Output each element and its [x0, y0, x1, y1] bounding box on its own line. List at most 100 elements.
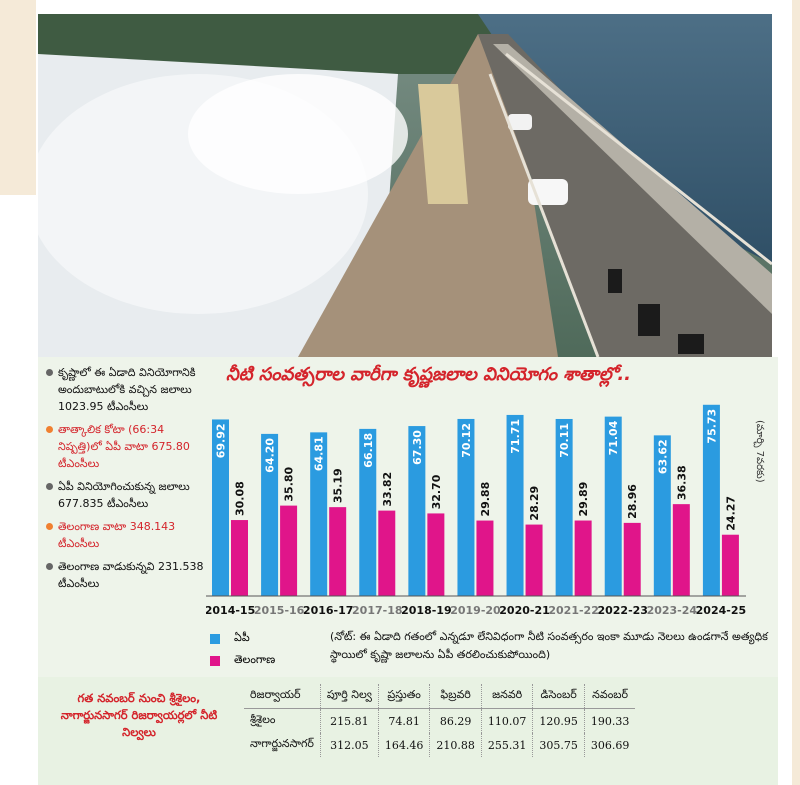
data-label: 30.08 [234, 481, 247, 516]
note-3: ఏపీ వినియోగించుకున్న జలాలు 677.835 టీఎంస… [44, 478, 204, 512]
table-header-cell: ఫిబ్రవరి [429, 684, 482, 709]
data-label: 33.82 [381, 472, 394, 507]
data-label: 66.18 [362, 433, 375, 468]
data-label: 28.29 [528, 486, 541, 521]
bar-telangana [427, 513, 445, 596]
data-label: 71.71 [509, 419, 522, 454]
reservoir-table: రిజర్వాయర్ పూర్తి నిల్వ ప్రస్తుతం ఫిబ్రవ… [244, 684, 636, 757]
note-2: తాత్కాలిక కోటా (66:34 నిష్పత్తి)లో ఏపీ వ… [44, 421, 204, 472]
note-text: ఏపీ వినియోగించుకున్న జలాలు 677.835 టీఎంస… [58, 480, 190, 510]
table-row: శ్రీశైలం 215.81 74.81 86.29 110.07 120.9… [244, 708, 635, 733]
bullet-dot [46, 523, 53, 530]
chart-footnote: (నోట్: ఈ ఏడాది గతంలో ఎన్నడూ లేనివిధంగా న… [330, 630, 768, 661]
bar-ap [506, 414, 524, 596]
table-cell: 190.33 [590, 714, 630, 728]
table-cell: శ్రీశైలం [244, 708, 321, 733]
table-cell: నాగార్జునసాగర్ [244, 733, 321, 757]
bar-ap [555, 418, 573, 596]
table-header-cell: జనవరి [481, 684, 534, 709]
bullet-dot [46, 426, 53, 433]
note-text: కృష్ణాలో ఈ ఏడాది వినియోగానికి అందుబాటులో… [58, 366, 196, 413]
dam-photo-illustration [38, 14, 772, 357]
x-tick-label: 2020-21 [499, 604, 549, 617]
legend-swatch-telangana [210, 656, 220, 666]
note-5: తెలంగాణ వాడుకున్నవి 231.538 టీఎంసీలు [44, 558, 204, 592]
data-label: 29.89 [577, 482, 590, 517]
data-label: 67.30 [411, 430, 424, 465]
bar-ap [653, 435, 671, 596]
bar-ap [212, 419, 229, 596]
data-label: 35.80 [283, 466, 296, 501]
table-header-cell: ప్రస్తుతం [378, 684, 431, 709]
table-cell: 110.07 [481, 708, 534, 733]
bullet-dot [46, 483, 53, 490]
data-label: 70.12 [460, 423, 473, 458]
legend-swatch-ap [210, 634, 220, 644]
note-text: తాత్కాలిక కోటా (66:34 నిష్పత్తి)లో ఏపీ వ… [58, 423, 190, 470]
note-1: కృష్ణాలో ఈ ఏడాది వినియోగానికి అందుబాటులో… [44, 364, 204, 415]
table-cell: 164.46 [378, 733, 431, 757]
data-label: 28.96 [626, 484, 639, 519]
reservoir-caption: గత నవంబర్ నుంచి శ్రీశైలం, నాగార్జునసాగర్… [60, 691, 218, 739]
right-page-edge [792, 0, 800, 785]
x-tick-label: 2014-15 [206, 604, 255, 617]
bar-telangana [623, 522, 641, 596]
table-header-cell: నవంబర్ [584, 684, 636, 709]
table-cell: 120.95 [532, 708, 585, 733]
bar-ap [359, 428, 377, 596]
x-tick-label: 2015-16 [254, 604, 305, 617]
bar-telangana [574, 520, 592, 596]
table-cell: 312.05 [320, 733, 379, 757]
note-text: తెలంగాణ వాటా 348.143 టీఎంసీలు [58, 520, 176, 550]
data-label: 32.70 [430, 474, 443, 509]
bar-ap [604, 416, 622, 596]
data-label: 24.27 [724, 496, 737, 531]
note-4: తెలంగాణ వాటా 348.143 టీఎంసీలు [44, 518, 204, 552]
left-page-edge [0, 0, 38, 785]
bar-telangana [476, 520, 494, 596]
x-tick-label: 2022-23 [597, 604, 648, 617]
data-label: 69.92 [215, 423, 228, 458]
data-label: 70.11 [558, 423, 571, 458]
bar-ap [408, 426, 426, 596]
bar-telangana [231, 520, 248, 596]
table-cell: 306.69 [590, 738, 630, 752]
legend-label-ap: ఏపీ [234, 631, 250, 644]
left-beige-strip [0, 0, 36, 195]
table-cell: 210.88 [429, 733, 482, 757]
legend-item-telangana: తెలంగాణ [210, 650, 275, 672]
data-label: 63.62 [656, 439, 669, 474]
legend-item-ap: ఏపీ [210, 628, 275, 650]
note-text: తెలంగాణ వాడుకున్నవి 231.538 టీఎంసీలు [58, 560, 204, 590]
x-tick-label: 2023-24 [647, 604, 698, 617]
bar-telangana [280, 505, 298, 596]
dam-photo [38, 14, 772, 357]
unit-note: (మార్చి 7వరకు) [754, 420, 765, 483]
bar-telangana [672, 504, 690, 596]
bar-ap [457, 418, 475, 596]
bar-telangana [525, 524, 543, 596]
table-header-cell: డిసెంబర్ [532, 684, 585, 709]
data-label: 36.38 [675, 465, 688, 500]
x-tick-label: 2024-25 [696, 604, 747, 617]
table-cell: 255.31 [481, 733, 534, 757]
data-label: 64.81 [313, 436, 326, 471]
data-label: 71.04 [607, 420, 620, 455]
bar-telangana [721, 534, 739, 596]
table-cell: 305.75 [532, 733, 585, 757]
bar-ap [261, 433, 279, 596]
bar-telangana [378, 510, 396, 596]
chart-title: నీటి సంవత్సరాల వారీగా కృష్ణజలాల వినియోగం… [226, 364, 632, 385]
data-label: 29.88 [479, 482, 492, 517]
bar-chart: 69.92 30.08 2014-15 64.20 35.80 2015-16 64.81 3… [206, 404, 747, 617]
data-label: 75.73 [705, 409, 718, 444]
table-cell: 215.81 [320, 708, 379, 733]
bar-telangana [329, 507, 347, 596]
x-tick-label: 2016-17 [303, 604, 354, 617]
x-tick-label: 2018-19 [401, 604, 452, 617]
bullet-dot [46, 563, 53, 570]
table-cell: 86.29 [429, 708, 482, 733]
bar-ap [310, 432, 328, 596]
bullet-dot [46, 369, 53, 376]
data-label: 35.19 [332, 468, 345, 503]
